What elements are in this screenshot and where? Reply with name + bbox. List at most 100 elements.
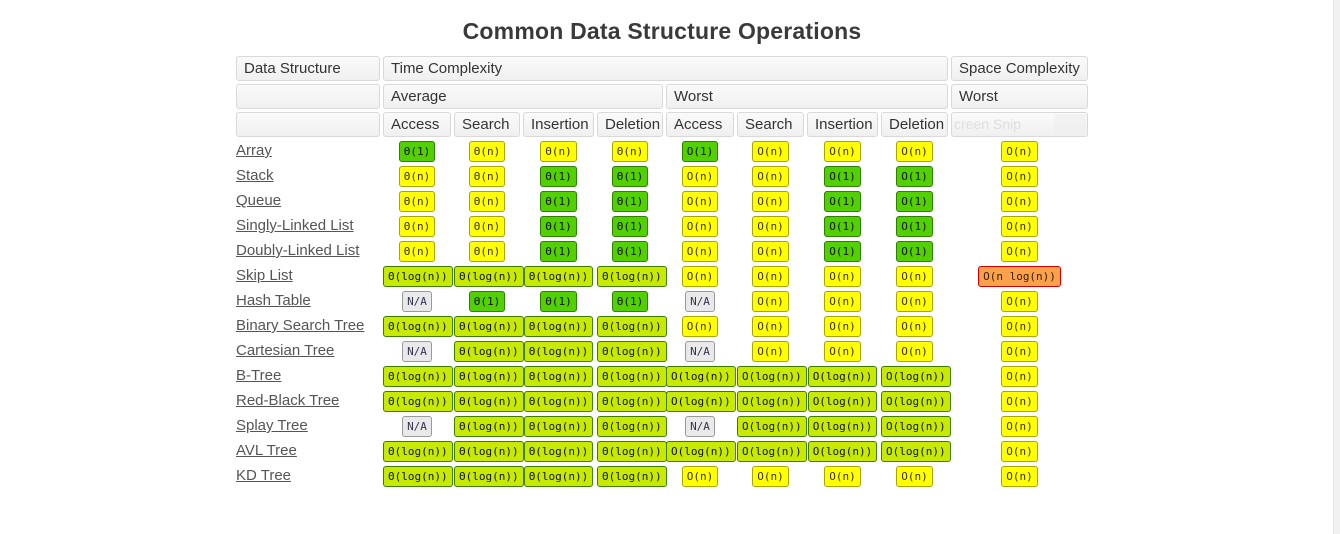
- complexity-pill: O(n): [896, 315, 933, 337]
- complexity-pill: N/A: [685, 415, 715, 437]
- cell-worst-insertion: O(1): [807, 190, 878, 212]
- cell-avg-insertion: Θ(log(n)): [523, 465, 594, 487]
- row-label-cell: Stack: [236, 165, 380, 187]
- cell-space-worst: O(n): [951, 390, 1088, 412]
- data-structure-link[interactable]: Cartesian Tree: [236, 342, 335, 359]
- complexity-pill: N/A: [402, 290, 432, 312]
- empty-header-cell: [236, 112, 380, 137]
- cell-worst-insertion: O(1): [807, 165, 878, 187]
- header-row-1: Data Structure Time Complexity Space Com…: [236, 56, 1089, 81]
- complexity-pill: Θ(log(n)): [454, 340, 524, 362]
- cell-worst-search: O(n): [737, 140, 804, 162]
- cell-avg-insertion: Θ(1): [523, 240, 594, 262]
- complexity-pill: Θ(log(n)): [523, 365, 594, 387]
- complexity-pill: Θ(1): [611, 165, 649, 187]
- cell-space-worst: O(n): [951, 365, 1088, 387]
- cell-avg-insertion: Θ(1): [523, 165, 594, 187]
- table-row: Cartesian Tree N/A Θ(log(n)) Θ(log(n)) Θ(log…: [236, 340, 1088, 362]
- cell-worst-search: O(log(n)): [737, 390, 807, 412]
- complexity-pill: O(n): [752, 290, 789, 312]
- complexity-pill: Θ(log(n)): [454, 265, 524, 287]
- complexity-pill: N/A: [685, 290, 715, 312]
- cell-avg-search: Θ(n): [454, 165, 520, 187]
- complexity-pill: O(n): [824, 140, 861, 162]
- complexity-pill: Θ(1): [468, 290, 506, 312]
- complexity-pill: O(n): [896, 140, 933, 162]
- cell-avg-deletion: Θ(1): [597, 215, 663, 237]
- complexity-pill: O(log(n)): [807, 415, 878, 437]
- data-structure-link[interactable]: Hash Table: [236, 292, 311, 309]
- cell-space-worst: O(n): [951, 240, 1088, 262]
- complexity-pill: O(1): [824, 190, 861, 212]
- cell-worst-insertion: O(log(n)): [807, 440, 878, 462]
- cell-worst-insertion: O(1): [807, 215, 878, 237]
- cell-space-worst: O(n): [951, 190, 1088, 212]
- cell-space-worst: O(n): [951, 315, 1088, 337]
- cell-avg-insertion: Θ(1): [523, 215, 594, 237]
- complexity-pill: Θ(1): [540, 215, 577, 237]
- table-row: Singly-Linked List Θ(n) Θ(n) Θ(1) Θ(1) O(n) O(…: [236, 215, 1088, 237]
- data-structure-link[interactable]: B-Tree: [236, 367, 282, 384]
- complexity-pill: O(log(n)): [737, 390, 807, 412]
- cell-worst-search: O(log(n)): [737, 440, 807, 462]
- complexity-pill: Θ(1): [611, 215, 649, 237]
- complexity-pill: Θ(log(n)): [454, 365, 524, 387]
- table-body: Array Θ(1) Θ(n) Θ(n) Θ(n) O(1) O(n) O(n) O(n) O(n…: [236, 140, 1088, 487]
- header-avg-search: Search: [454, 112, 520, 137]
- cell-worst-deletion: O(1): [881, 165, 948, 187]
- complexity-pill: Θ(log(n)): [383, 440, 453, 462]
- complexity-pill: O(n): [1001, 240, 1038, 262]
- data-structure-link[interactable]: AVL Tree: [236, 442, 297, 459]
- cell-avg-search: Θ(n): [454, 140, 520, 162]
- complexity-pill: O(n): [681, 165, 719, 187]
- data-structure-link[interactable]: Stack: [236, 167, 274, 184]
- cell-worst-insertion: O(n): [807, 265, 878, 287]
- complexity-pill: N/A: [402, 340, 432, 362]
- data-structure-link[interactable]: Queue: [236, 192, 282, 209]
- data-structure-link[interactable]: Red-Black Tree: [236, 392, 340, 409]
- cell-avg-search: Θ(n): [454, 215, 520, 237]
- data-structure-link[interactable]: Singly-Linked List: [236, 217, 354, 234]
- complexity-pill: O(log(n)): [666, 365, 736, 387]
- empty-header-cell: [236, 84, 380, 109]
- data-structure-link[interactable]: Doubly-Linked List: [236, 242, 360, 259]
- vertical-scrollbar[interactable]: [1333, 0, 1340, 534]
- cell-avg-access: Θ(n): [383, 190, 451, 212]
- cell-avg-deletion: Θ(log(n)): [597, 465, 667, 487]
- cell-avg-insertion: Θ(log(n)): [523, 415, 594, 437]
- cell-avg-insertion: Θ(log(n)): [523, 390, 594, 412]
- data-structure-link[interactable]: Array: [236, 142, 272, 159]
- row-label-cell: Singly-Linked List: [236, 215, 380, 237]
- table-row: Doubly-Linked List Θ(n) Θ(n) Θ(1) Θ(1) O(n) O(…: [236, 240, 1088, 262]
- complexity-pill: Θ(1): [540, 240, 577, 262]
- cell-avg-access: Θ(log(n)): [383, 390, 453, 412]
- cell-avg-search: Θ(log(n)): [454, 440, 524, 462]
- header-avg-insertion: Insertion: [523, 112, 594, 137]
- complexity-pill: O(n): [681, 190, 719, 212]
- cell-worst-access: N/A: [666, 340, 734, 362]
- data-structure-link[interactable]: Splay Tree: [236, 417, 308, 434]
- data-structure-link[interactable]: KD Tree: [236, 467, 292, 484]
- complexity-pill: Θ(log(n)): [597, 415, 667, 437]
- row-label-cell: Red-Black Tree: [236, 390, 380, 412]
- cell-worst-access: O(log(n)): [666, 440, 736, 462]
- complexity-pill: Θ(1): [540, 165, 577, 187]
- table-row: KD Tree Θ(log(n)) Θ(log(n)) Θ(log(n)) Θ(log(…: [236, 465, 1088, 487]
- table-row: AVL Tree Θ(log(n)) Θ(log(n)) Θ(log(n)) Θ(log…: [236, 440, 1088, 462]
- complexity-pill: O(n): [752, 165, 789, 187]
- cell-worst-deletion: O(1): [881, 215, 948, 237]
- cell-avg-access: Θ(n): [383, 165, 451, 187]
- row-label-cell: Array: [236, 140, 380, 162]
- cell-worst-access: O(n): [666, 240, 734, 262]
- cell-space-worst: O(n): [951, 465, 1088, 487]
- cell-avg-search: Θ(log(n)): [454, 415, 524, 437]
- complexity-pill: O(n): [896, 265, 933, 287]
- row-label-cell: Doubly-Linked List: [236, 240, 380, 262]
- data-structure-link[interactable]: Binary Search Tree: [236, 317, 365, 334]
- complexity-pill: Θ(log(n)): [523, 315, 594, 337]
- complexity-pill: Θ(n): [468, 140, 506, 162]
- cell-avg-insertion: Θ(log(n)): [523, 265, 594, 287]
- cell-worst-search: O(n): [737, 265, 804, 287]
- cell-avg-access: Θ(n): [383, 240, 451, 262]
- data-structure-link[interactable]: Skip List: [236, 267, 293, 284]
